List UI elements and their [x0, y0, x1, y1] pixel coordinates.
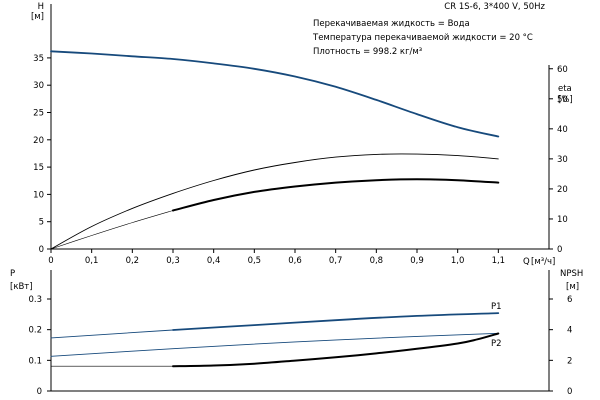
y-axis-unit-npsh: [м]	[566, 282, 579, 292]
x-tick-label-q: 0	[48, 256, 53, 266]
bottom-series-line-0	[50, 329, 174, 339]
model-label-box	[429, 0, 547, 12]
x-tick-label-q: 0,8	[370, 256, 384, 266]
power-npsh-panel: P [кВт] NPSH [м] P1 P2	[10, 269, 583, 349]
y-axis-unit-eta: [%]	[558, 95, 573, 105]
y-tick-label-npsh: 4	[567, 326, 572, 336]
head-efficiency-panel: H [м] eta [%] Q [м³/ч] CR 1S-6, 3*400 V,…	[31, 0, 573, 267]
series-label-p2: P2	[491, 339, 502, 349]
y-tick-label-eta: 10	[557, 215, 568, 225]
y-axis-unit-p: [кВт]	[10, 282, 33, 292]
y-tick-label-h: 20	[33, 136, 44, 146]
y-axis-unit-h: [м]	[31, 12, 44, 22]
y-axis-label-h: H	[38, 2, 44, 12]
top-series-line-3	[172, 178, 500, 212]
x-tick-label-q: 0,6	[288, 256, 302, 266]
y-tick-label-npsh: 0	[567, 387, 572, 397]
y-tick-label-p: 0.1	[28, 356, 42, 366]
bottom-series-line-2	[50, 332, 499, 357]
y-axis-label-p: P	[10, 269, 15, 279]
pump-model-label: CR 1S-6, 3*400 V, 50Hz	[444, 2, 545, 12]
y-tick-label-h: 0	[39, 245, 44, 255]
top-series-line-0	[50, 50, 500, 138]
info-line-temperature: Температура перекачиваемой жидкости = 20…	[312, 33, 533, 43]
y-tick-label-eta: 20	[557, 185, 568, 195]
y-tick-label-h: 10	[33, 190, 44, 200]
x-tick-label-q: 1,1	[492, 256, 506, 266]
x-axis-unit-q: [м³/ч]	[531, 257, 555, 267]
x-axis-label-q: Q	[523, 257, 530, 267]
x-tick-label-q: 0,1	[85, 256, 99, 266]
y-tick-label-h: 35	[33, 54, 44, 64]
bottom-series-line-1	[172, 312, 500, 331]
y-tick-label-npsh: 6	[567, 295, 572, 305]
y-tick-label-p: 0.3	[28, 295, 42, 305]
info-line-density: Плотность = 998.2 кг/м³	[313, 47, 422, 57]
y-tick-label-eta: 30	[557, 155, 568, 165]
y-tick-label-npsh: 2	[567, 356, 572, 366]
y-tick-label-h: 15	[33, 163, 44, 173]
series-label-p1: P1	[491, 302, 502, 312]
x-tick-label-q: 0,9	[410, 256, 424, 266]
y-axis-label-npsh: NPSH	[560, 269, 583, 279]
info-line-liquid: Перекачиваемая жидкость = Вода	[313, 19, 470, 29]
x-tick-label-q: 0,5	[248, 256, 262, 266]
y-axis-label-eta: eta	[558, 84, 572, 94]
y-tick-label-eta: 0	[557, 245, 562, 255]
y-tick-label-h: 30	[33, 81, 44, 91]
bottom-series-line-4	[172, 332, 500, 368]
top-series-line-1	[50, 153, 499, 250]
y-tick-label-p: 0	[37, 387, 42, 397]
top-series-line-2	[50, 210, 174, 250]
y-tick-label-h: 5	[39, 218, 44, 228]
x-tick-label-q: 1,0	[451, 256, 465, 266]
y-tick-label-eta: 50	[557, 95, 568, 105]
x-tick-label-q: 0,3	[166, 256, 180, 266]
y-tick-label-eta: 60	[557, 65, 568, 75]
x-tick-label-q: 0,7	[329, 256, 343, 266]
x-tick-label-q: 0,4	[207, 256, 221, 266]
y-tick-label-h: 25	[33, 109, 44, 119]
y-tick-label-eta: 40	[557, 125, 568, 135]
y-tick-label-p: 0.2	[28, 326, 42, 336]
x-tick-label-q: 0,2	[126, 256, 140, 266]
